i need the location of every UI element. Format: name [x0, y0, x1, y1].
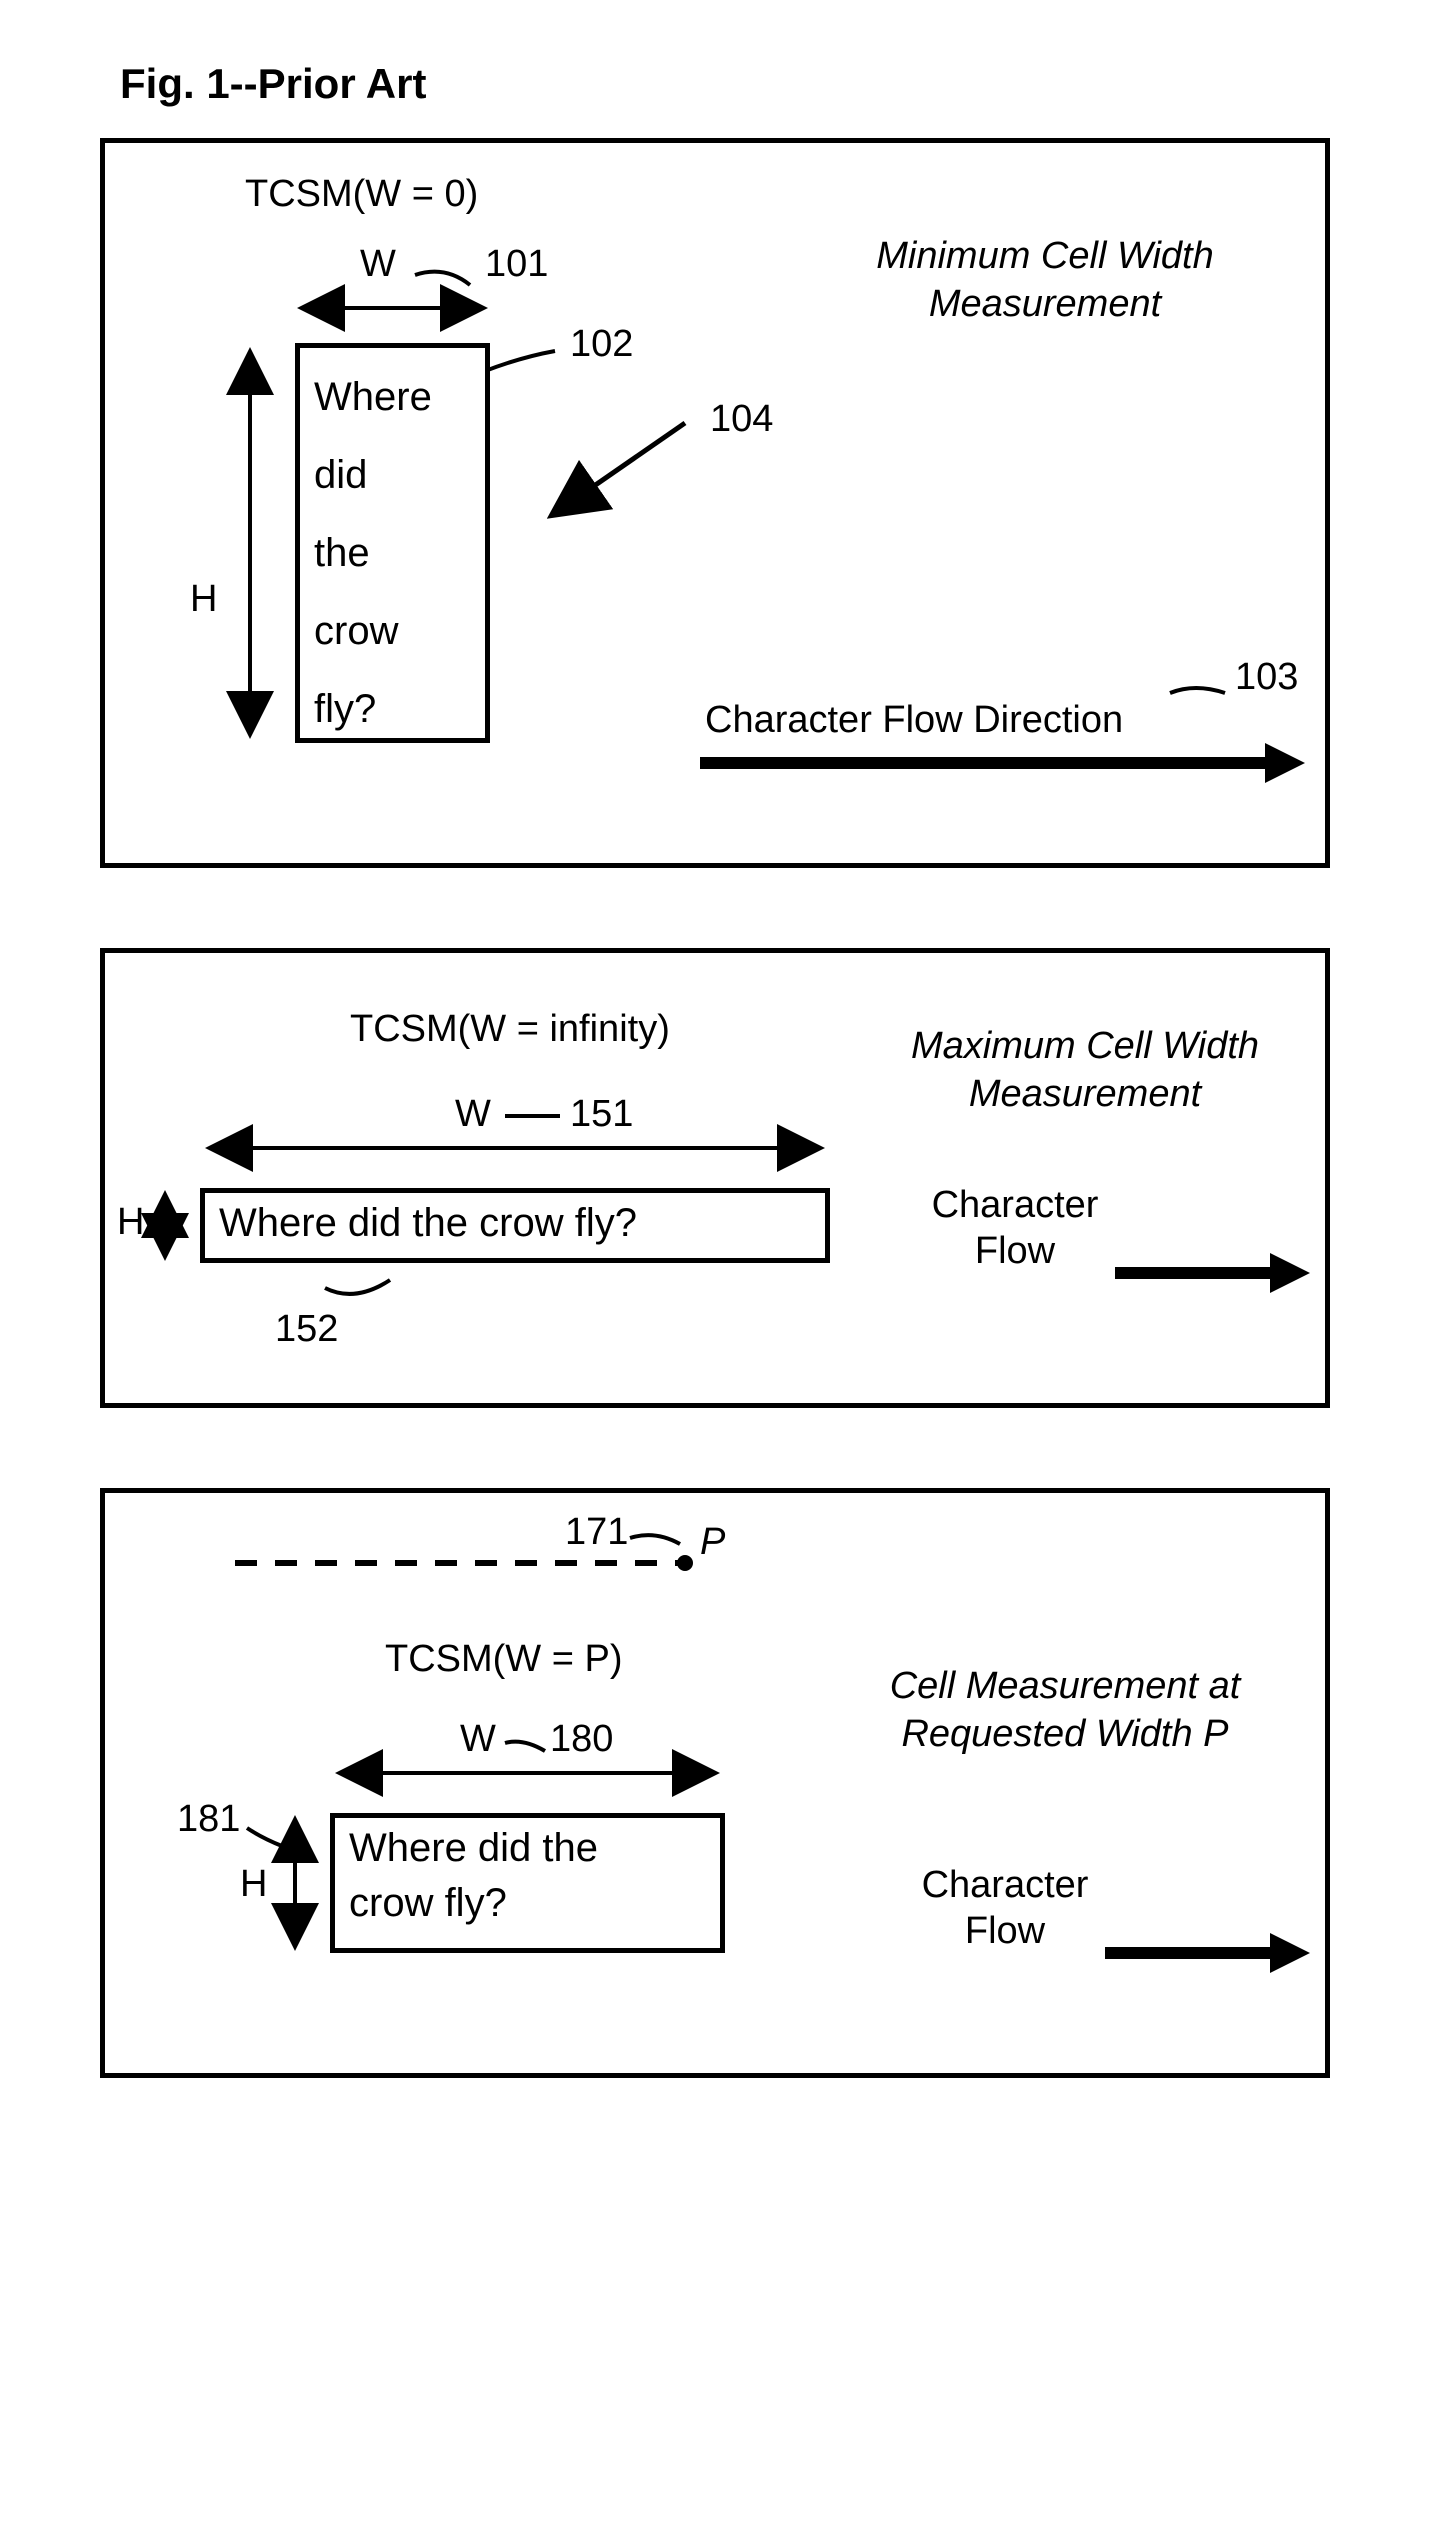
panel-requested-width: 171 P TCSM(W = P) Cell Measurement at Re… [100, 1488, 1330, 2078]
w-label: W [455, 1093, 491, 1136]
h-label: H [190, 578, 217, 621]
text-cell: Where did the crow fly? [330, 1813, 725, 1953]
ref-151: 151 [570, 1093, 633, 1136]
text-cell: Where did the crow fly? [200, 1188, 830, 1263]
figure-title: Fig. 1--Prior Art [120, 60, 1336, 108]
ref-171: 171 [565, 1511, 628, 1554]
panel-max-width: TCSM(W = infinity) Maximum Cell Width Me… [100, 948, 1330, 1408]
w-label: W [360, 243, 396, 286]
flow-line2: Flow [975, 1230, 1055, 1272]
subtitle-line2: Requested Width P [901, 1713, 1228, 1755]
h-label: H [240, 1863, 267, 1906]
figure-page: Fig. 1--Prior Art TCSM(W = 0) Minimum Ce… [0, 0, 1436, 2238]
ref-104: 104 [710, 398, 773, 441]
flow-line1: Character [922, 1864, 1089, 1906]
cell-line1: Where did the [335, 1818, 720, 1871]
flow-label: Character Flow [905, 1863, 1105, 1954]
flow-direction-label: Character Flow Direction [705, 698, 1123, 744]
cell-text: Where did the crow fly? [205, 1193, 825, 1254]
h-label: H [117, 1201, 144, 1244]
ref-102: 102 [570, 323, 633, 366]
ref-103: 103 [1235, 656, 1298, 699]
w-label: W [460, 1718, 496, 1761]
panel-min-width: TCSM(W = 0) Minimum Cell Width Measureme… [100, 138, 1330, 868]
subtitle-line1: Cell Measurement at [890, 1665, 1241, 1707]
ref-180: 180 [550, 1718, 613, 1761]
cell-text: Where did the crow fly? [300, 348, 485, 758]
flow-label: Character Flow [915, 1183, 1115, 1274]
ref-181: 181 [177, 1798, 240, 1841]
w-dim-arrow [105, 143, 1325, 863]
flow-line1: Character [932, 1184, 1099, 1226]
panel3-arrows [105, 1493, 1325, 2073]
ref-101: 101 [485, 243, 548, 286]
p-label: P [700, 1521, 725, 1564]
text-cell: Where did the crow fly? [295, 343, 490, 743]
flow-line2: Flow [965, 1910, 1045, 1952]
panel-subtitle: Cell Measurement at Requested Width P [845, 1663, 1285, 1758]
ref-152: 152 [275, 1308, 338, 1351]
cell-line2: crow fly? [335, 1871, 720, 1934]
tcsm-label: TCSM(W = P) [385, 1638, 622, 1681]
